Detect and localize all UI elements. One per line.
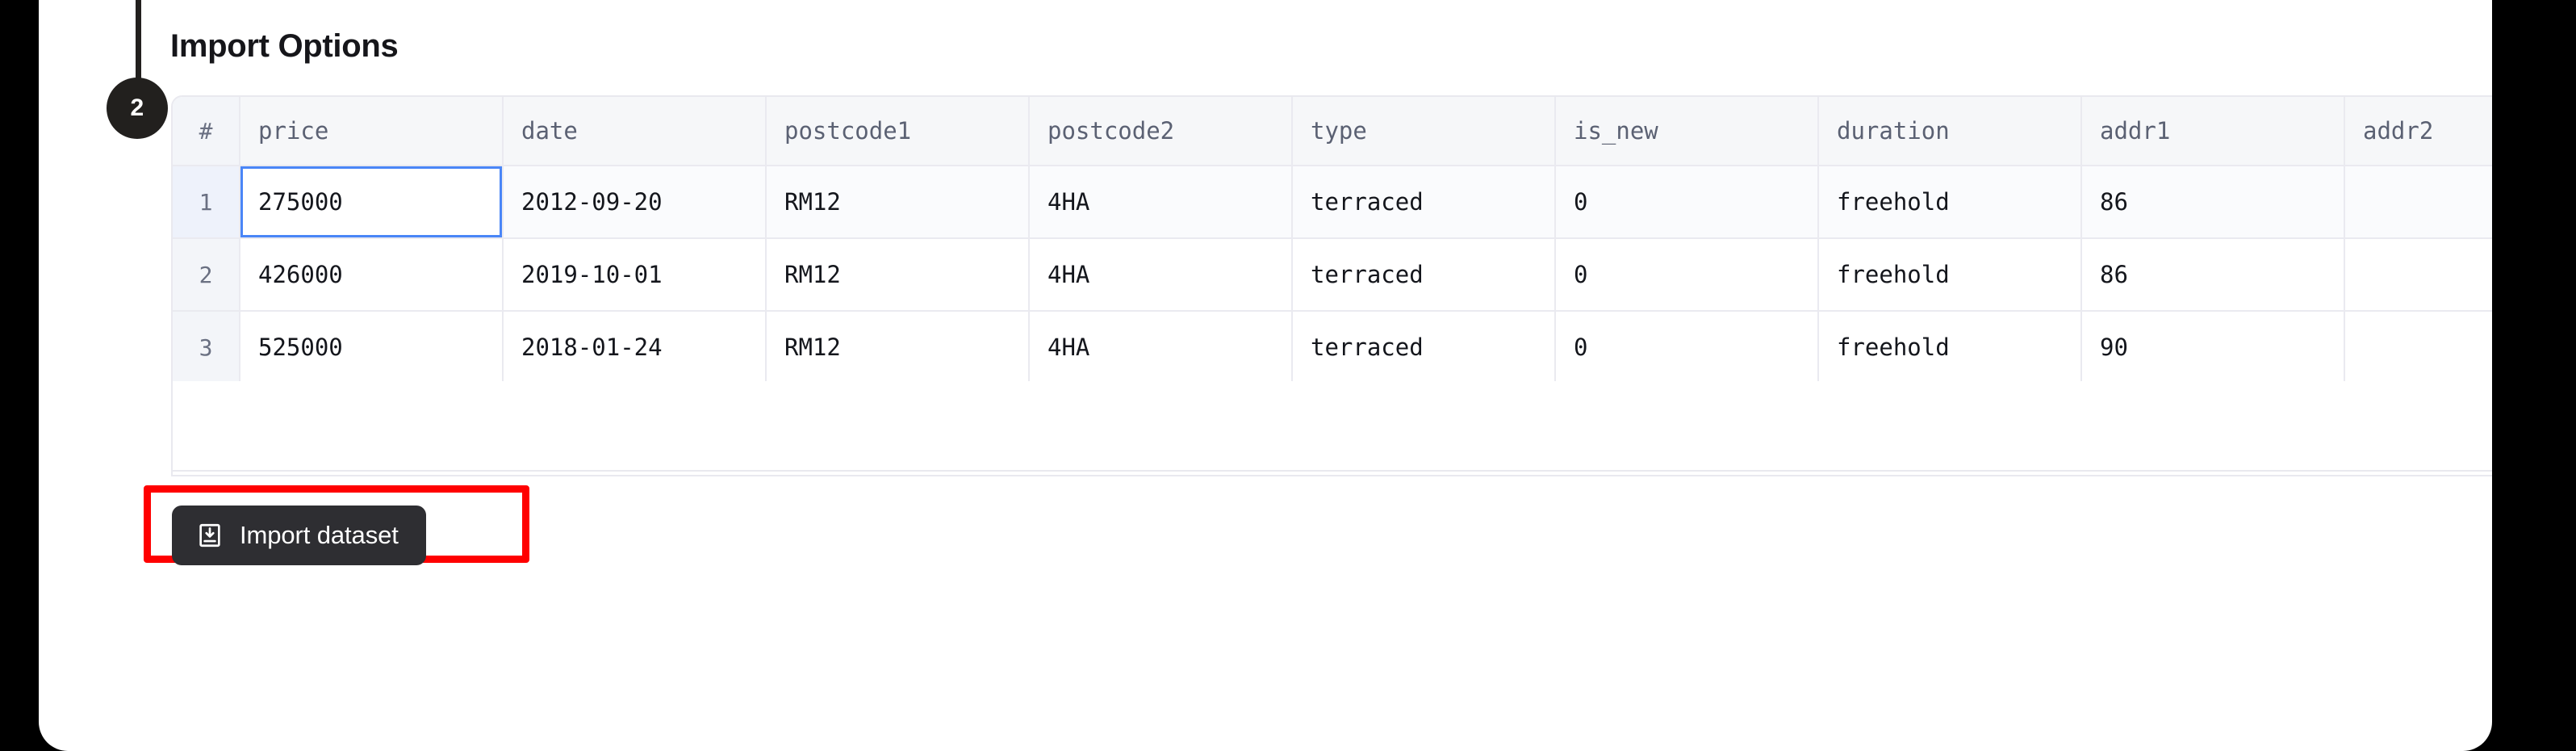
cell-postcode1[interactable]: RM12 (766, 238, 1030, 312)
column-header-index: # (173, 97, 240, 166)
dataset-table: # price date postcode1 postcode2 type is… (173, 97, 2492, 384)
cell-postcode2[interactable]: 4HA (1029, 311, 1293, 384)
cell-postcode2[interactable]: 4HA (1029, 238, 1293, 312)
cell-addr2[interactable] (2344, 238, 2492, 312)
grid-empty-area (173, 381, 2492, 472)
column-header-postcode1[interactable]: postcode1 (766, 97, 1030, 166)
cell-addr1[interactable]: 86 (2081, 166, 2345, 239)
row-index: 2 (173, 238, 240, 312)
column-header-addr1[interactable]: addr1 (2081, 97, 2345, 166)
cell-date[interactable]: 2019-10-01 (503, 238, 767, 312)
cell-duration[interactable]: freehold (1818, 166, 2082, 239)
cell-type[interactable]: terraced (1292, 166, 1556, 239)
cell-date[interactable]: 2018-01-24 (503, 311, 767, 384)
cell-price[interactable]: 275000 (240, 166, 504, 239)
cell-duration[interactable]: freehold (1818, 238, 2082, 312)
cell-type[interactable]: terraced (1292, 238, 1556, 312)
cell-is-new[interactable]: 0 (1555, 238, 1819, 312)
import-dataset-label: Import dataset (240, 521, 399, 549)
page-title: Import Options (170, 28, 399, 64)
cell-is-new[interactable]: 0 (1555, 166, 1819, 239)
table-body: 1 275000 2012-09-20 RM12 4HA terraced 0 … (173, 166, 2492, 384)
cell-type[interactable]: terraced (1292, 311, 1556, 384)
page-viewport: 2 Import Options # price date postcode1 … (39, 0, 2492, 751)
cell-addr2[interactable] (2344, 166, 2492, 239)
step-rail: 2 (107, 0, 203, 153)
cell-price[interactable]: 426000 (240, 238, 504, 312)
cell-addr1[interactable]: 86 (2081, 238, 2345, 312)
column-header-is-new[interactable]: is_new (1555, 97, 1819, 166)
table-row[interactable]: 2 426000 2019-10-01 RM12 4HA terraced 0 … (173, 238, 2492, 312)
column-header-postcode2[interactable]: postcode2 (1029, 97, 1293, 166)
import-dataset-button[interactable]: Import dataset (172, 506, 426, 565)
cell-postcode1[interactable]: RM12 (766, 311, 1030, 384)
cell-date[interactable]: 2012-09-20 (503, 166, 767, 239)
cell-duration[interactable]: freehold (1818, 311, 2082, 384)
import-download-icon (196, 522, 224, 549)
cell-is-new[interactable]: 0 (1555, 311, 1819, 384)
table-row[interactable]: 1 275000 2012-09-20 RM12 4HA terraced 0 … (173, 166, 2492, 239)
cell-addr1[interactable]: 90 (2081, 311, 2345, 384)
column-header-duration[interactable]: duration (1818, 97, 2082, 166)
cell-postcode2[interactable]: 4HA (1029, 166, 1293, 239)
table-row[interactable]: 3 525000 2018-01-24 RM12 4HA terraced 0 … (173, 311, 2492, 384)
table-header-row: # price date postcode1 postcode2 type is… (173, 97, 2492, 166)
dataset-preview-grid[interactable]: # price date postcode1 postcode2 type is… (171, 95, 2492, 476)
table-header: # price date postcode1 postcode2 type is… (173, 97, 2492, 166)
cell-addr2[interactable] (2344, 311, 2492, 384)
cell-postcode1[interactable]: RM12 (766, 166, 1030, 239)
step-badge-2: 2 (107, 78, 168, 139)
column-header-price[interactable]: price (240, 97, 504, 166)
column-header-type[interactable]: type (1292, 97, 1556, 166)
step-connector-line (136, 0, 141, 102)
row-index: 3 (173, 311, 240, 384)
row-index: 1 (173, 166, 240, 239)
cell-price[interactable]: 525000 (240, 311, 504, 384)
column-header-addr2[interactable]: addr2 (2344, 97, 2492, 166)
column-header-date[interactable]: date (503, 97, 767, 166)
